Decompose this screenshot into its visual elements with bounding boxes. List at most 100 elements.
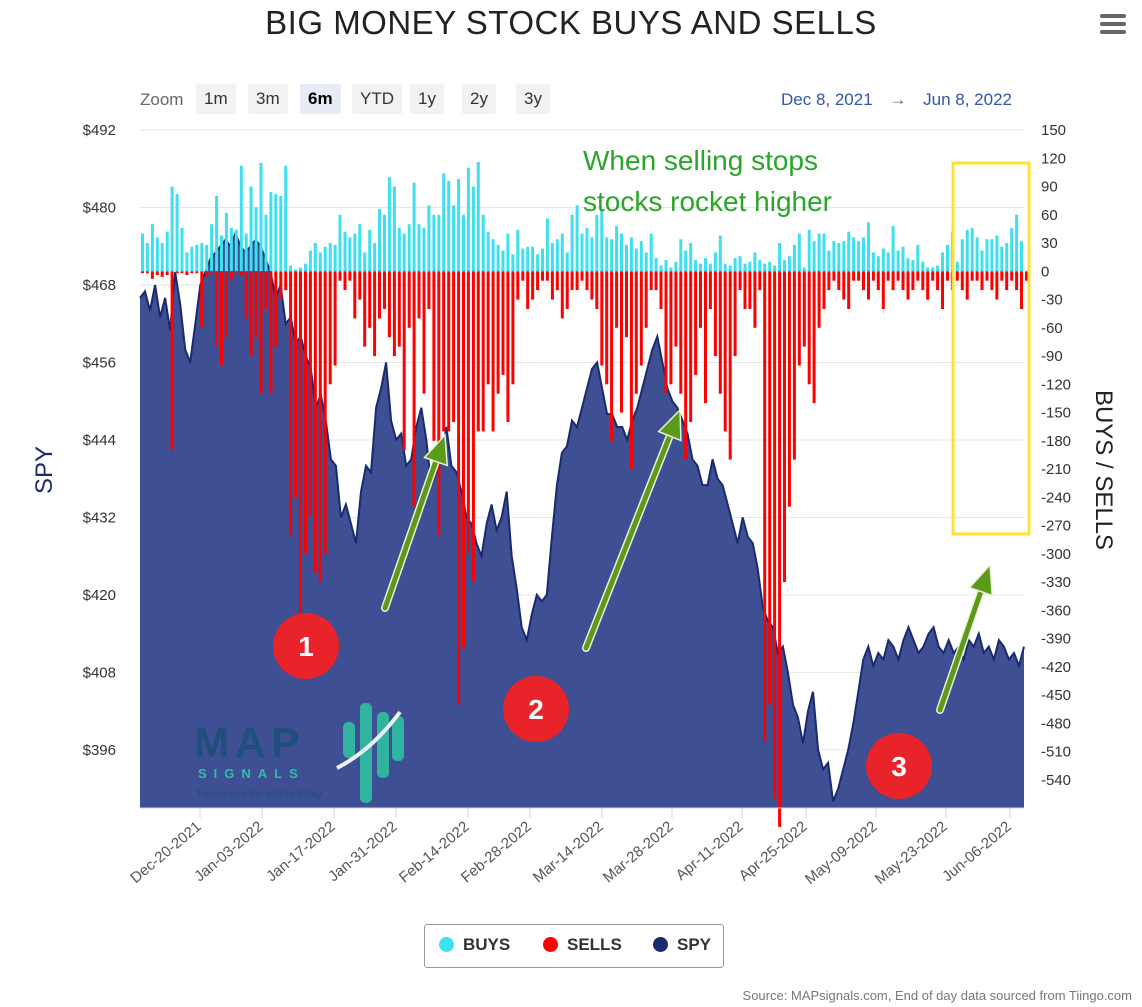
buys-bar[interactable]	[175, 194, 179, 272]
sells-bar[interactable]	[792, 271, 796, 460]
sells-bar[interactable]	[857, 271, 861, 281]
sells-bar[interactable]	[807, 271, 811, 385]
buys-bar[interactable]	[718, 235, 722, 272]
sells-bar[interactable]	[210, 271, 214, 274]
sells-bar[interactable]	[363, 271, 367, 347]
buys-bar[interactable]	[832, 241, 836, 272]
buys-bar[interactable]	[254, 207, 258, 272]
sells-bar[interactable]	[220, 271, 223, 366]
sells-bar[interactable]	[605, 271, 609, 385]
sells-bar[interactable]	[215, 271, 219, 347]
sells-bar[interactable]	[343, 271, 347, 291]
buys-bar[interactable]	[921, 261, 925, 272]
buys-bar[interactable]	[936, 265, 940, 272]
sells-bar[interactable]	[476, 271, 480, 432]
sells-bar[interactable]	[447, 271, 451, 432]
buys-bar[interactable]	[417, 224, 421, 272]
buys-bar[interactable]	[363, 252, 367, 272]
sells-bar[interactable]	[383, 271, 386, 309]
buys-bar[interactable]	[427, 205, 431, 272]
sells-bar[interactable]	[743, 271, 747, 309]
sells-bar[interactable]	[501, 271, 505, 375]
sells-bar[interactable]	[654, 271, 658, 291]
sells-bar[interactable]	[506, 271, 510, 422]
buys-bar[interactable]	[862, 237, 865, 272]
sells-bar[interactable]	[699, 271, 702, 328]
buys-bar[interactable]	[269, 192, 273, 272]
sells-bar[interactable]	[427, 271, 431, 309]
sells-bar[interactable]	[195, 271, 199, 274]
sells-bar[interactable]	[205, 271, 209, 277]
buys-bar[interactable]	[995, 235, 999, 272]
zoom-button-3m[interactable]: 3m	[248, 84, 288, 114]
sells-bar[interactable]	[155, 271, 159, 276]
buys-bar[interactable]	[926, 267, 930, 272]
buys-bar[interactable]	[634, 248, 638, 272]
sells-bar[interactable]	[353, 271, 357, 319]
buys-bar[interactable]	[358, 224, 362, 272]
sells-bar[interactable]	[871, 271, 875, 281]
sells-bar[interactable]	[555, 271, 559, 291]
buys-bar[interactable]	[387, 177, 391, 272]
range-from[interactable]: Dec 8, 2021	[780, 90, 873, 109]
sells-bar[interactable]	[481, 271, 485, 432]
sells-bar[interactable]	[348, 271, 352, 281]
sells-bar[interactable]	[150, 271, 154, 279]
sells-bar[interactable]	[787, 271, 791, 507]
sells-bar[interactable]	[452, 271, 456, 422]
buys-bar[interactable]	[728, 265, 732, 272]
buys-bar[interactable]	[521, 248, 525, 272]
buys-bar[interactable]	[867, 222, 870, 272]
sells-bar[interactable]	[180, 271, 184, 274]
sells-bar[interactable]	[471, 271, 475, 583]
buys-bar[interactable]	[610, 239, 614, 272]
buys-bar[interactable]	[659, 265, 663, 272]
sells-bar[interactable]	[244, 271, 248, 319]
sells-bar[interactable]	[575, 271, 579, 291]
buys-bar[interactable]	[506, 233, 510, 272]
sells-bar[interactable]	[625, 271, 628, 338]
sells-bar[interactable]	[580, 271, 584, 281]
sells-bar[interactable]	[659, 271, 663, 309]
sells-bar[interactable]	[269, 271, 273, 394]
sells-bar[interactable]	[1015, 271, 1019, 291]
sells-bar[interactable]	[442, 271, 446, 432]
sells-bar[interactable]	[545, 271, 549, 281]
buys-bar[interactable]	[378, 209, 381, 272]
buys-bar[interactable]	[560, 233, 564, 272]
zoom-button-1y[interactable]: 1y	[410, 84, 444, 114]
buys-bar[interactable]	[955, 261, 959, 272]
sells-bar[interactable]	[778, 271, 782, 827]
sells-bar[interactable]	[644, 271, 648, 328]
buys-bar[interactable]	[160, 243, 164, 272]
buys-bar[interactable]	[471, 186, 475, 272]
buys-bar[interactable]	[313, 243, 317, 272]
buys-bar[interactable]	[536, 254, 540, 272]
buys-bar[interactable]	[876, 256, 880, 272]
buys-bar[interactable]	[837, 243, 841, 272]
sells-bar[interactable]	[1020, 271, 1023, 309]
buys-bar[interactable]	[565, 252, 569, 272]
buys-bar[interactable]	[644, 252, 648, 272]
sells-bar[interactable]	[995, 271, 999, 300]
sells-bar[interactable]	[328, 271, 332, 385]
buys-bar[interactable]	[299, 267, 302, 272]
sells-bar[interactable]	[980, 271, 984, 291]
sells-bar[interactable]	[234, 271, 238, 274]
sells-bar[interactable]	[674, 271, 678, 347]
buys-bar[interactable]	[822, 233, 826, 272]
sells-bar[interactable]	[521, 271, 525, 281]
buys-bar[interactable]	[699, 263, 702, 272]
sells-bar[interactable]	[1025, 271, 1028, 281]
buys-bar[interactable]	[294, 269, 298, 272]
sells-bar[interactable]	[496, 271, 500, 394]
buys-bar[interactable]	[328, 243, 332, 272]
zoom-button-1m[interactable]: 1m	[196, 84, 236, 114]
sells-bar[interactable]	[620, 271, 623, 413]
buys-bar[interactable]	[422, 227, 426, 272]
buys-bar[interactable]	[481, 214, 485, 272]
buys-bar[interactable]	[595, 214, 599, 272]
buys-bar[interactable]	[407, 224, 411, 272]
buys-bar[interactable]	[526, 246, 530, 272]
buys-bar[interactable]	[491, 239, 495, 272]
